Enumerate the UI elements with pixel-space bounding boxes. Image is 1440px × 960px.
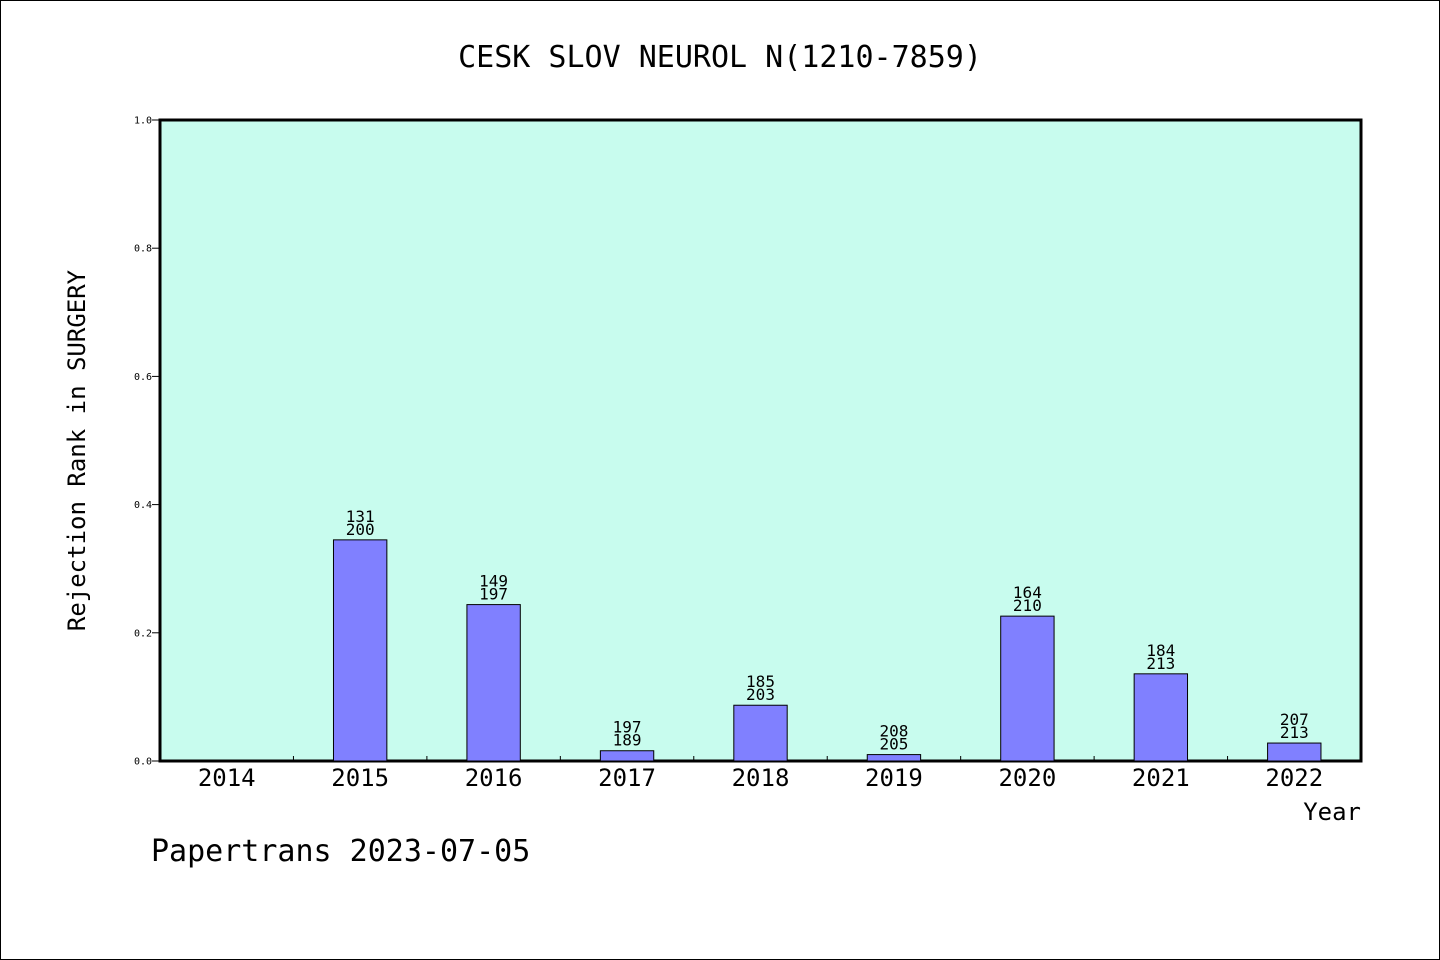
- bar-label-bottom: 203: [746, 685, 775, 704]
- y-tick-label: 0.4: [134, 500, 152, 511]
- chart-title: CESK SLOV NEUROL N(1210-7859): [458, 40, 982, 75]
- bar-label-top: 208: [879, 722, 908, 741]
- bar-label-top: 207: [1280, 710, 1309, 729]
- bar-label-top: 164: [1013, 583, 1042, 602]
- y-tick-label: 0.0: [134, 757, 152, 768]
- bar-label-bottom: 197: [479, 585, 508, 604]
- bar-2020: [1000, 615, 1055, 762]
- x-tick-label: 2021: [1132, 764, 1190, 792]
- y-tick-label: 1.0: [134, 116, 152, 127]
- bar-label-bottom: 213: [1146, 654, 1175, 673]
- bar-label-bottom: 210: [1013, 596, 1042, 615]
- y-tick-label: 0.8: [134, 244, 152, 255]
- bar-label-top: 185: [746, 672, 775, 691]
- x-tick-label: 2017: [598, 764, 656, 792]
- y-axis: 0.0 0.2 0.4 0.6 0.8 1.0: [134, 116, 160, 768]
- x-axis: 2014 2015 2016 2017 2018 2019 2020 2021 2022: [198, 756, 1323, 792]
- x-tick-label: 2020: [998, 764, 1056, 792]
- y-axis-label: Rejection Rank in SURGERY: [63, 269, 91, 631]
- x-tick-label: 2016: [465, 764, 523, 792]
- x-tick-label: 2018: [732, 764, 790, 792]
- bar-label-top: 184: [1146, 641, 1175, 660]
- x-tick-label: 2015: [331, 764, 389, 792]
- bar-label-top: 149: [479, 572, 508, 591]
- bars-group: 1312001491971971891852032082051642101842…: [332, 507, 1322, 762]
- bar-label-bottom: 213: [1280, 723, 1309, 742]
- x-tick-label: 2022: [1265, 764, 1323, 792]
- x-tick-label: 2019: [865, 764, 923, 792]
- bar-label-bottom: 205: [879, 735, 908, 754]
- bar-label-bottom: 200: [346, 520, 375, 539]
- bar-2018: [733, 704, 788, 762]
- y-tick-label: 0.2: [134, 628, 152, 639]
- footer-note: Papertrans 2023-07-05: [151, 834, 531, 869]
- x-axis-label: Year: [1303, 798, 1361, 826]
- bar-2016: [466, 604, 521, 762]
- bar-2019: [866, 754, 922, 762]
- bar-2021: [1133, 673, 1189, 762]
- bar-label-bottom: 189: [613, 731, 642, 750]
- x-tick-label: 2014: [198, 764, 256, 792]
- y-tick-label: 0.6: [134, 372, 152, 383]
- bar-label-top: 197: [613, 718, 642, 737]
- bar-label-top: 131: [346, 507, 375, 526]
- bar-2017: [599, 750, 655, 762]
- bar-2015: [332, 539, 388, 762]
- bar-2022: [1267, 742, 1322, 762]
